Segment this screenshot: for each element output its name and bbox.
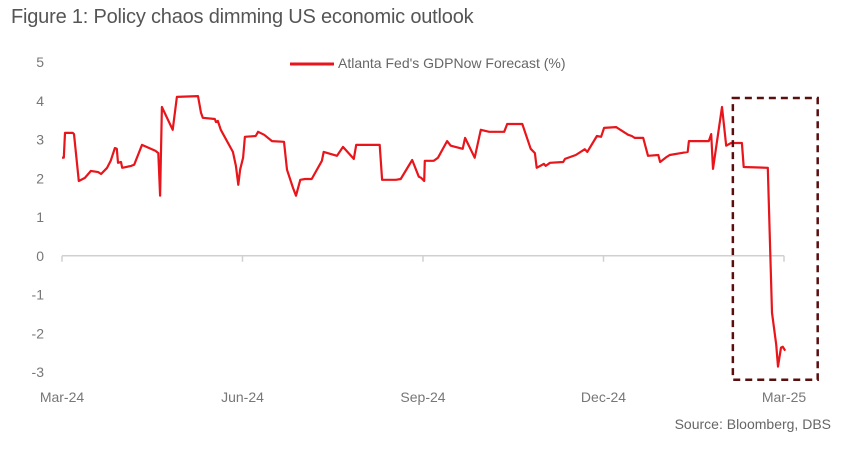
y-tick-label: 5: [36, 54, 44, 70]
y-tick-label: 2: [36, 170, 44, 186]
y-tick-label: -1: [32, 287, 45, 303]
highlight-box: [731, 96, 819, 381]
y-tick-label: 1: [36, 209, 44, 225]
y-tick-label: 4: [36, 93, 44, 109]
x-tick-label: Dec-24: [581, 389, 626, 405]
y-tick-label: 3: [36, 132, 44, 148]
x-tick-label: Sep-24: [400, 389, 445, 405]
x-tick-label: Mar-24: [40, 389, 85, 405]
source-note: Source: Bloomberg, DBS: [674, 416, 831, 432]
x-tick-label: Jun-24: [221, 389, 264, 405]
gdpnow-series-line: [62, 95, 787, 368]
y-tick-label: -2: [32, 325, 45, 341]
legend-label: Atlanta Fed's GDPNow Forecast (%): [338, 55, 566, 71]
y-tick-label: 0: [36, 248, 44, 264]
chart-title: Figure 1: Policy chaos dimming US econom…: [11, 6, 474, 28]
y-tick-label: -3: [32, 364, 45, 380]
x-tick-label: Mar-25: [762, 389, 807, 405]
